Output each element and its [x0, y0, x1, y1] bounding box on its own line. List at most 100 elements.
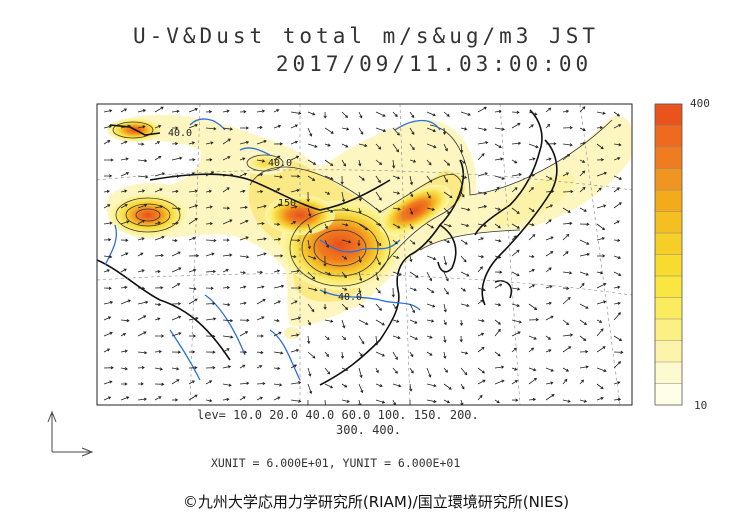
- wind-vector: [154, 124, 162, 129]
- wind-vector: [171, 221, 179, 225]
- wind-vector: [409, 127, 415, 135]
- wind-vector: [120, 238, 129, 242]
- wind-vector: [307, 159, 317, 165]
- wind-vector: [273, 396, 281, 401]
- wind-vector: [120, 318, 130, 323]
- wind-vector: [120, 220, 130, 225]
- wind-vector: [154, 235, 165, 241]
- wind-vector: [103, 255, 113, 259]
- wind-vector: [494, 283, 503, 289]
- wind-vector: [494, 365, 505, 369]
- wind-vector: [222, 348, 230, 353]
- wind-vector: [256, 270, 264, 274]
- wind-vector: [171, 189, 179, 194]
- wind-vector: [324, 207, 334, 213]
- wind-vector: [528, 111, 538, 116]
- contour-lines: [112, 119, 613, 287]
- wind-vector: [290, 333, 300, 337]
- wind-vector: [443, 351, 447, 360]
- wind-vector: [358, 383, 364, 394]
- wind-vector: [426, 191, 431, 199]
- wind-vector: [375, 239, 382, 246]
- wind-vector: [290, 124, 298, 129]
- wind-vector: [579, 127, 586, 132]
- wind-vector: [443, 367, 449, 373]
- wind-vector: [426, 223, 434, 229]
- wind-vector: [613, 312, 621, 321]
- wind-vector: [613, 361, 622, 369]
- wind-vector: [188, 107, 199, 113]
- wind-vector: [307, 143, 318, 148]
- wind-vector: [307, 367, 312, 377]
- wind-vector: [171, 251, 181, 257]
- coastlines: [97, 109, 558, 386]
- wind-vector: [409, 287, 417, 292]
- wind-vector: [205, 301, 216, 306]
- wind-vector: [188, 350, 196, 354]
- wind-vector: [256, 221, 265, 226]
- wind-vector: [562, 126, 573, 130]
- wind-vector: [103, 316, 112, 321]
- wind-vector: [562, 154, 571, 161]
- wind-vector: [392, 303, 398, 310]
- wind-vector: [579, 207, 587, 212]
- wind-vector: [137, 159, 148, 163]
- wind-vector: [137, 252, 144, 257]
- wind-vector: [256, 316, 265, 321]
- wind-vector: [477, 266, 483, 273]
- colorbar: [655, 103, 682, 406]
- wind-vector: [358, 127, 364, 135]
- wind-vector: [375, 175, 381, 184]
- wind-vector: [120, 299, 131, 305]
- wind-vector: [596, 383, 604, 390]
- wind-vector: [273, 319, 280, 323]
- wind-vector: [324, 191, 331, 195]
- wind-vector: [358, 335, 365, 345]
- wind-vector: [205, 141, 214, 145]
- wind-vector: [341, 383, 348, 388]
- wind-vector: [511, 173, 522, 177]
- wind-vector: [511, 331, 521, 337]
- wind-vector: [205, 189, 213, 193]
- wind-vector: [409, 143, 415, 151]
- wind-vector: [239, 364, 246, 369]
- wind-vector: [494, 157, 504, 161]
- wind-vector: [154, 205, 164, 209]
- wind-vector: [528, 284, 536, 289]
- wind-vector: [375, 383, 383, 388]
- wind-vector: [205, 399, 213, 403]
- wind-vector: [323, 303, 327, 310]
- wind-vector: [511, 379, 518, 385]
- wind-vector: [409, 191, 414, 198]
- wind-vector: [273, 222, 281, 226]
- wind-vector: [307, 351, 316, 359]
- wind-vector: [579, 252, 591, 257]
- wind-vector: [273, 269, 281, 273]
- colorbar-segment: [655, 147, 682, 169]
- wind-vector: [528, 124, 534, 129]
- wind-vector: [613, 255, 622, 260]
- wind-vector: [460, 383, 465, 390]
- wind-vector: [154, 270, 161, 274]
- wind-vector: [443, 223, 452, 228]
- wind-vector: [290, 348, 300, 353]
- wind-vector: [442, 127, 447, 136]
- wind-vector: [409, 351, 414, 358]
- wind-vector: [120, 252, 129, 257]
- wind-vector: [596, 171, 608, 177]
- wind-vector: [290, 188, 300, 193]
- wind-vector: [494, 207, 501, 211]
- wind-vector: [188, 189, 198, 193]
- wind-vector: [392, 383, 402, 388]
- wind-vector: [426, 159, 432, 166]
- wind-vector: [545, 315, 554, 321]
- wind-vector: [358, 271, 363, 282]
- wind-vector: [596, 300, 607, 305]
- wind-vector: [256, 109, 266, 113]
- wind-vector: [545, 394, 555, 401]
- wind-vector: [613, 143, 622, 147]
- wind-vector: [443, 255, 448, 266]
- wind-vector: [290, 286, 302, 290]
- wind-vector: [409, 303, 415, 314]
